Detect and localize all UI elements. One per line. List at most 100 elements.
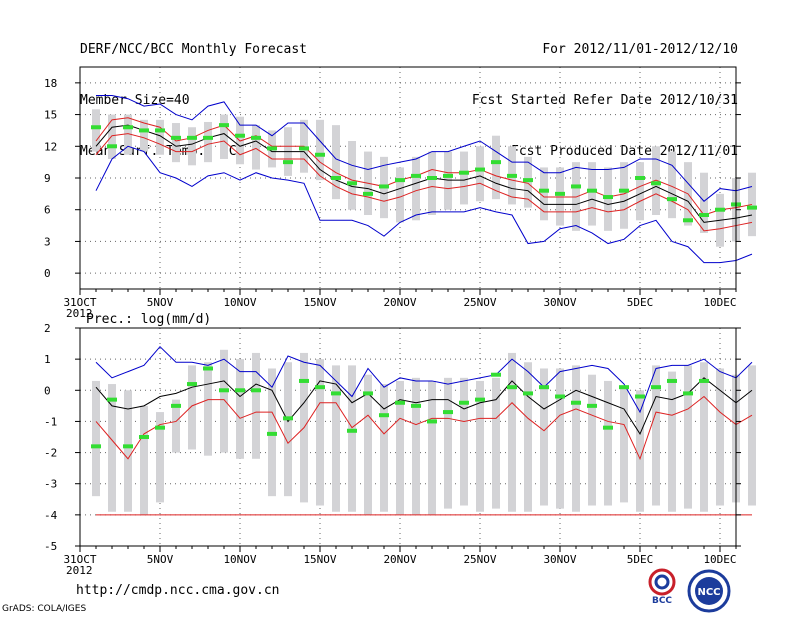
temp-obs-marker (203, 135, 213, 140)
prec-range-box (412, 377, 420, 515)
produced-date: Fcst Produced Date 2012/11/01 (511, 144, 738, 159)
temp-range-box (140, 119, 148, 152)
prec-obs-marker (443, 410, 453, 415)
temp-range-box (124, 114, 132, 155)
prec-obs-marker (235, 388, 245, 393)
prec-range-box (332, 365, 340, 512)
temp-range-box (524, 156, 532, 208)
temp-ytick-label: 0 (44, 267, 51, 280)
prec-range-box (492, 377, 500, 509)
prec-range-box (188, 365, 196, 450)
forecast-period: For 2012/11/01-2012/12/10 (542, 42, 738, 57)
prec-xtick-label: 15NOV (303, 553, 336, 566)
prec-xtick-label: 5DEC (627, 553, 654, 566)
prec-xtick-label: 25NOV (463, 553, 496, 566)
temp-xtick-label: 30NOV (543, 296, 576, 309)
source-url[interactable]: http://cmdp.ncc.cma.gov.cn (76, 583, 280, 598)
temp-obs-marker (507, 173, 517, 178)
prec-range-box (716, 368, 724, 506)
temp-line-max (96, 95, 753, 202)
temp-range-box (108, 114, 116, 159)
temp-range-box (156, 119, 164, 155)
started-date: Fcst Started Refer Date 2012/10/31 (471, 93, 738, 108)
temp-range-box (556, 167, 564, 226)
temp-obs-marker (155, 128, 165, 133)
prec-range-box (668, 371, 676, 512)
prec-obs-marker (347, 428, 357, 433)
prec-range-box (396, 380, 404, 515)
temp-obs-marker (523, 178, 533, 183)
prec-obs-marker (299, 378, 309, 383)
prec-range-box (444, 377, 452, 509)
prec-obs-marker (555, 394, 565, 399)
temp-range-box (604, 167, 612, 231)
temp-range-box (92, 109, 100, 152)
temp-range-box (588, 162, 596, 226)
prec-range-box (124, 390, 132, 512)
prec-obs-marker (91, 444, 101, 449)
temp-line-mean_plus (95, 117, 753, 216)
temp-obs-marker (283, 160, 293, 165)
temp-range-box (460, 151, 468, 205)
prec-year-label: 2012 (66, 564, 93, 577)
prec-range-box (588, 374, 596, 506)
prec-ytick-label: 0 (44, 384, 51, 397)
ncc-logo-text: NCC (697, 587, 720, 598)
ncc-logo-icon: NCC (687, 569, 731, 613)
temp-range-box (252, 125, 260, 170)
temp-obs-marker (635, 176, 645, 180)
temp-range-box (396, 167, 404, 223)
prec-obs-marker (171, 403, 181, 408)
temp-range-box (700, 172, 708, 233)
prec-frame (79, 327, 737, 547)
prec-range-box (620, 387, 628, 503)
prec-range-box (284, 362, 292, 497)
prec-obs-marker (251, 388, 261, 393)
prec-obs-marker (539, 385, 549, 390)
temp-range-box (620, 162, 628, 229)
temp-range-box (668, 151, 676, 219)
temp-obs-marker (539, 188, 549, 193)
temp-obs-marker (571, 184, 581, 189)
prec-obs-marker (571, 400, 581, 405)
temp-ytick-label: 15 (44, 109, 57, 122)
prec-obs-marker (427, 419, 437, 424)
prec-xtick-label: 10NOV (223, 553, 256, 566)
prec-xtick-label: 10DEC (703, 553, 736, 566)
prec-obs-marker (587, 403, 597, 408)
temp-range-box (748, 172, 756, 237)
temp-xtick-label: 25NOV (463, 296, 496, 309)
prec-obs-marker (123, 444, 133, 449)
prec-obs-marker (411, 403, 421, 408)
prec-line-spread (95, 395, 753, 461)
temp-obs-marker (139, 128, 149, 133)
temp-line-mean_minus (95, 133, 753, 232)
prec-obs-marker (155, 425, 165, 430)
temp-obs-marker (603, 195, 613, 200)
prec-obs-marker (331, 391, 341, 396)
prec-range-box (316, 359, 324, 506)
prec-obs-marker (651, 385, 661, 390)
temp-obs-marker (491, 160, 501, 165)
temp-obs-marker (331, 176, 341, 180)
member-size: Member Size=40 (80, 93, 190, 108)
bcc-logo-icon: BCC (648, 568, 676, 606)
prec-range-box (236, 359, 244, 459)
prec-obs-marker (283, 416, 293, 421)
prec-range-box (252, 352, 260, 459)
prec-obs-marker (379, 413, 389, 418)
temp-obs-marker (235, 133, 245, 138)
temp-range-box (204, 121, 212, 163)
prec-range-box (460, 377, 468, 506)
prec-range-box (348, 365, 356, 512)
temp-obs-marker (459, 170, 469, 175)
temp-ytick-label: 6 (44, 204, 51, 217)
prec-obs-marker (619, 385, 629, 390)
prec-xtick-label: 5NOV (147, 553, 174, 566)
temp-obs-marker (267, 146, 277, 151)
temp-range-box (332, 125, 340, 200)
temp-obs-marker (683, 218, 693, 223)
prec-obs-marker (139, 435, 149, 439)
temp-obs-marker (475, 167, 485, 172)
prec-range-box (700, 362, 708, 512)
